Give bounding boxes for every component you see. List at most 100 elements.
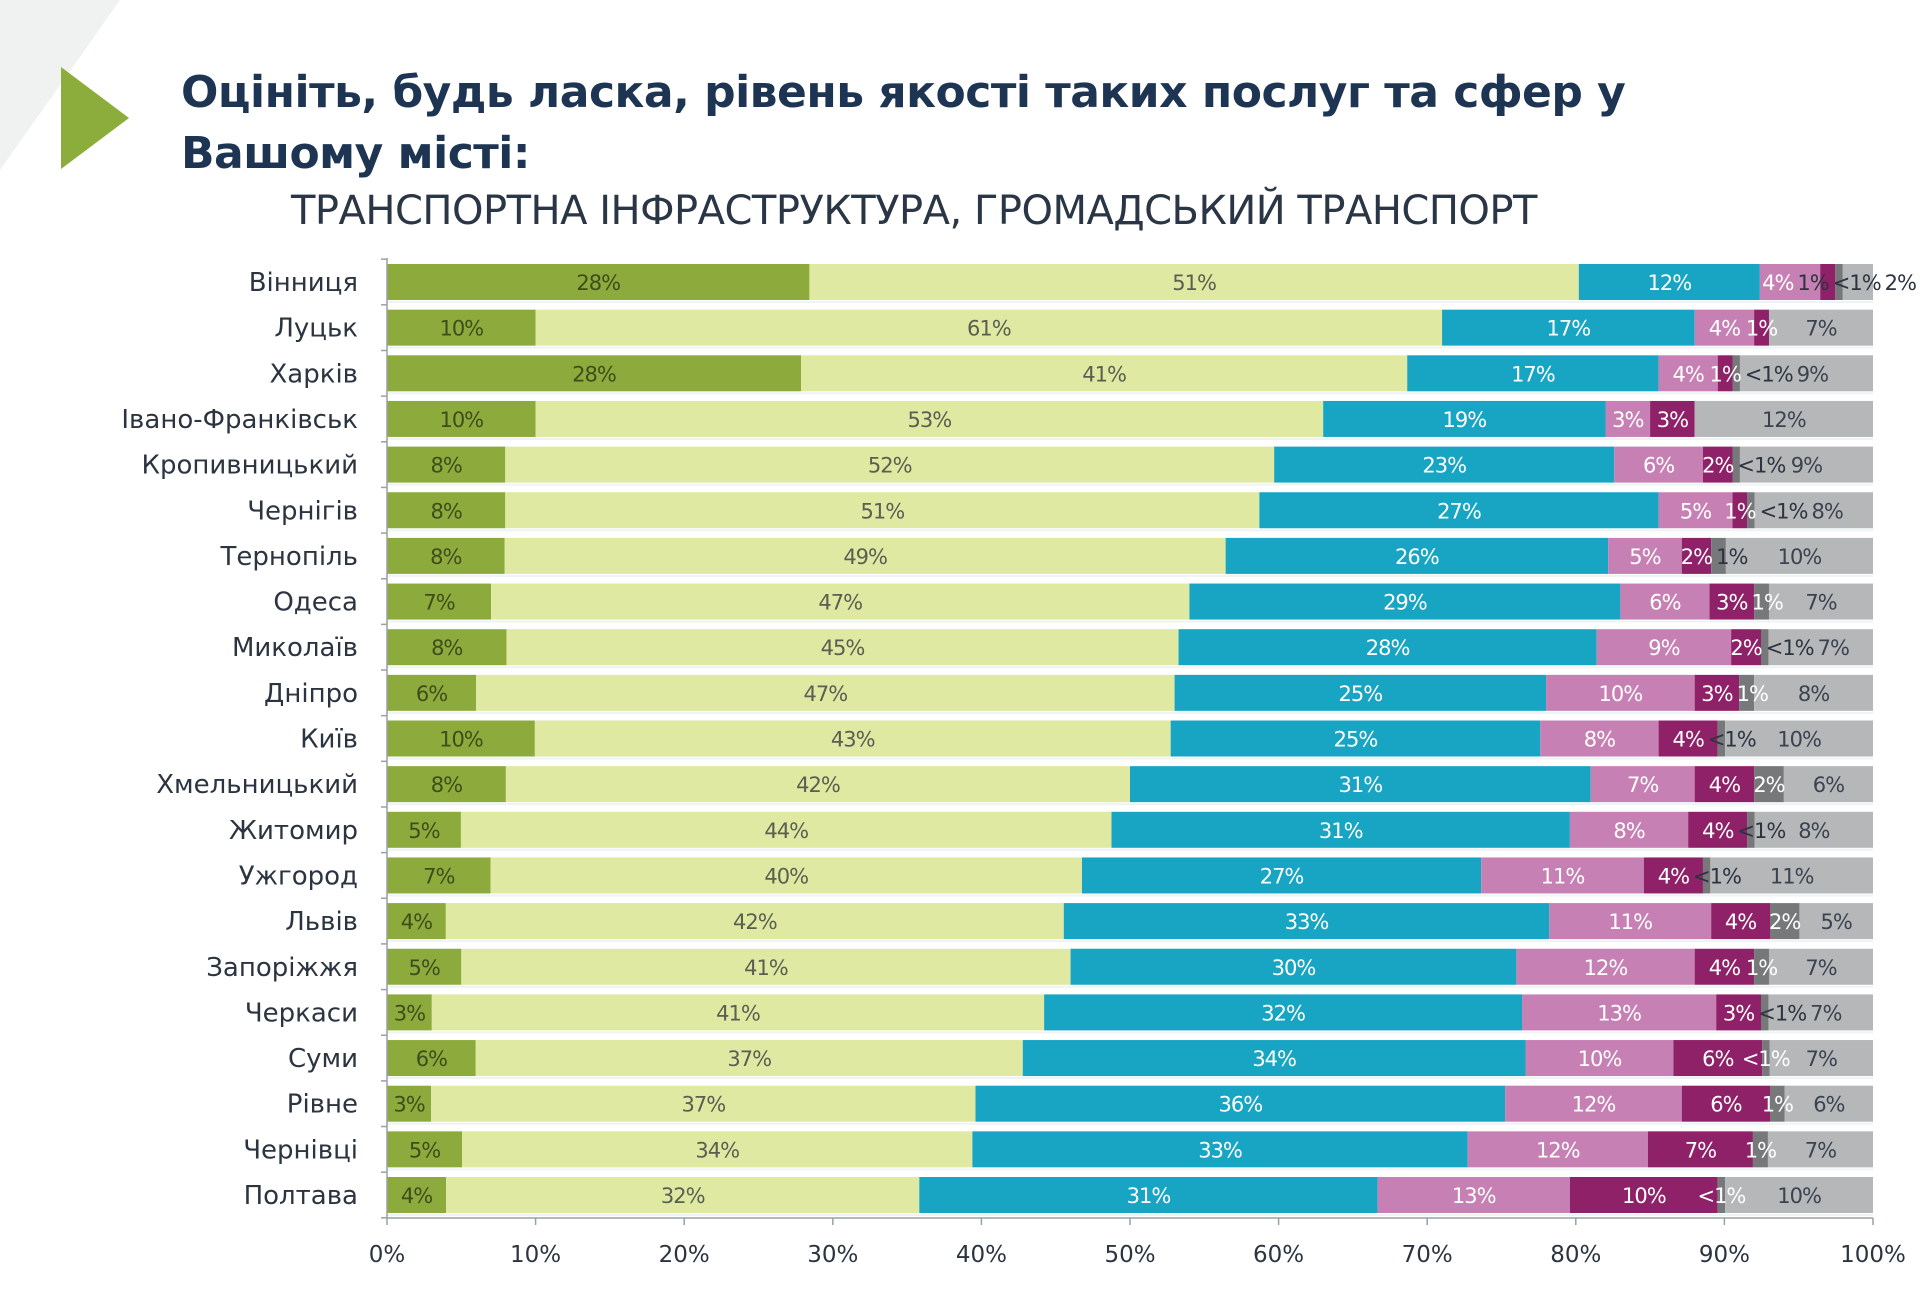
bar-segment [1596, 629, 1732, 666]
x-tick-label: 0% [369, 1242, 406, 1268]
bar-segment [1754, 674, 1873, 711]
bar-segment [1754, 583, 1769, 620]
data-label: 42% [733, 910, 777, 934]
data-label: 3% [1657, 408, 1688, 432]
bar-segment [1842, 264, 1873, 300]
data-label: 7% [1805, 317, 1836, 341]
data-label: 28% [576, 271, 620, 295]
data-label: 6% [416, 682, 447, 706]
data-label: 12% [1584, 956, 1628, 980]
data-label: 8% [430, 454, 461, 478]
bar-segment [1044, 994, 1523, 1031]
bar-segment [431, 1085, 976, 1122]
data-label: 8% [1798, 819, 1829, 843]
data-label: 25% [1334, 728, 1378, 752]
bar-segment [461, 948, 1071, 985]
bar-segment [387, 948, 462, 985]
bar-segment [1725, 537, 1873, 574]
bar-segment [431, 994, 1045, 1031]
data-label: 34% [695, 1138, 739, 1162]
bar-segment [1711, 537, 1726, 574]
bar-segment [506, 629, 1179, 666]
bar-segment [1754, 948, 1769, 985]
category-label: Львів [285, 907, 358, 937]
data-label: 27% [1437, 499, 1481, 523]
bar-segment [1694, 948, 1755, 985]
category-label: Запоріжжя [206, 953, 358, 983]
data-label: 31% [1127, 1184, 1171, 1208]
bar-segment [387, 857, 491, 894]
bar-segment [505, 766, 1130, 803]
data-label: 2% [1681, 545, 1712, 569]
data-label: 4% [401, 1184, 432, 1208]
data-label: 7% [1685, 1138, 1716, 1162]
bar-segment [535, 400, 1324, 437]
bar-segment [387, 1177, 447, 1213]
bar-segment [1620, 583, 1710, 620]
bar-segment [1762, 1040, 1770, 1077]
category-label: Тернопіль [220, 542, 358, 572]
bar-segment [387, 355, 802, 392]
data-label: 32% [661, 1184, 705, 1208]
x-tick-label: 40% [956, 1242, 1007, 1268]
bar-segment [1760, 994, 1769, 1031]
bar-segment [505, 492, 1260, 529]
data-label: 28% [1366, 636, 1410, 660]
data-label: 10% [1777, 728, 1821, 752]
category-label: Черкаси [245, 998, 358, 1028]
bar-segment [1111, 811, 1570, 848]
bar-segment [1769, 1040, 1873, 1077]
data-label: 36% [1219, 1093, 1263, 1117]
x-tick-label: 90% [1699, 1242, 1750, 1268]
bar-segment [1702, 446, 1733, 483]
data-label: 47% [804, 682, 848, 706]
bar-segment [1081, 857, 1482, 894]
data-label: 8% [431, 773, 462, 797]
bar-segment [1540, 720, 1659, 757]
bar-segment [1274, 446, 1615, 483]
category-label: Рівне [287, 1090, 358, 1120]
data-label: 6% [1702, 1047, 1733, 1071]
data-label: 12% [1572, 1093, 1616, 1117]
data-label: 11% [1608, 910, 1652, 934]
data-label: 6% [416, 1047, 447, 1071]
data-label: 5% [1680, 499, 1711, 523]
bar-segment [387, 264, 810, 300]
bar-segment [1605, 400, 1651, 437]
bar-segment [535, 309, 1443, 346]
bar-segment [387, 720, 535, 757]
data-label: 10% [1777, 1184, 1821, 1208]
data-label: <1% [1697, 1184, 1745, 1208]
bar-segment [445, 903, 1064, 940]
data-label: 29% [1383, 591, 1427, 615]
data-label: 51% [1172, 271, 1216, 295]
bar-segment [1590, 766, 1695, 803]
bar-segment [1442, 309, 1695, 346]
data-label: 52% [868, 454, 912, 478]
bar-segment [387, 1040, 476, 1077]
bar-segment [387, 537, 505, 574]
category-label: Одеса [273, 588, 358, 618]
bar-segment [1754, 309, 1769, 346]
data-label: <1% [1833, 271, 1881, 295]
data-label: 9% [1797, 362, 1828, 386]
data-label: 53% [908, 408, 952, 432]
bar-segment [1747, 492, 1755, 529]
bar-segment [387, 446, 506, 483]
data-label: 8% [431, 636, 462, 660]
category-label: Київ [300, 725, 358, 755]
data-label: 10% [1622, 1184, 1666, 1208]
data-label: 43% [831, 728, 875, 752]
data-label: 26% [1395, 545, 1439, 569]
data-label: 7% [1818, 636, 1849, 660]
data-label: 40% [764, 864, 808, 888]
data-label: 47% [818, 591, 862, 615]
data-label: 12% [1762, 408, 1806, 432]
data-label: 2% [1753, 773, 1784, 797]
bar-segment [1650, 400, 1695, 437]
data-label: 7% [1806, 1047, 1837, 1071]
data-label: 3% [394, 1001, 425, 1025]
data-label: 61% [967, 317, 1011, 341]
bar-segment [1467, 1131, 1648, 1168]
